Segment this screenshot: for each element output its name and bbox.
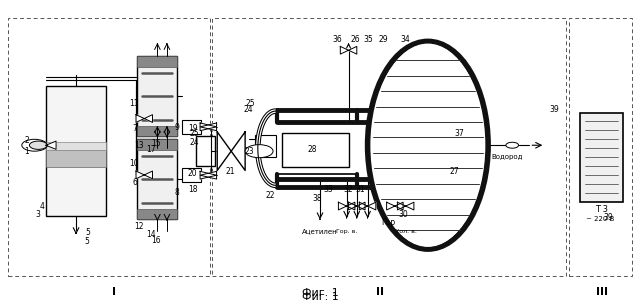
Bar bbox=[46, 150, 106, 167]
Text: 14: 14 bbox=[146, 230, 156, 239]
Text: Ацетилен: Ацетилен bbox=[302, 228, 338, 234]
Text: 2: 2 bbox=[24, 136, 29, 145]
Text: 19: 19 bbox=[188, 124, 198, 133]
Text: 27: 27 bbox=[450, 167, 460, 177]
Text: II: II bbox=[376, 287, 384, 297]
Text: III: III bbox=[596, 287, 609, 297]
Circle shape bbox=[245, 145, 273, 158]
Bar bbox=[182, 120, 201, 134]
Polygon shape bbox=[340, 46, 356, 54]
Text: 25: 25 bbox=[245, 99, 255, 108]
Text: 8: 8 bbox=[175, 188, 180, 197]
Text: 12: 12 bbox=[134, 222, 144, 231]
Text: 39: 39 bbox=[603, 214, 613, 222]
Text: Фиг. 1: Фиг. 1 bbox=[301, 288, 339, 298]
Text: 31: 31 bbox=[355, 185, 365, 194]
Circle shape bbox=[506, 142, 518, 148]
Text: 24: 24 bbox=[243, 105, 253, 114]
Text: Гор. в.: Гор. в. bbox=[336, 229, 357, 234]
Bar bbox=[46, 86, 106, 217]
Polygon shape bbox=[359, 202, 376, 210]
Text: 11: 11 bbox=[129, 99, 139, 108]
Text: 10: 10 bbox=[129, 159, 139, 167]
Text: 26: 26 bbox=[350, 35, 360, 44]
Polygon shape bbox=[46, 141, 56, 149]
Polygon shape bbox=[200, 171, 216, 179]
Bar bbox=[137, 56, 177, 136]
Bar bbox=[580, 113, 623, 202]
Bar bbox=[8, 18, 210, 276]
Text: 20: 20 bbox=[187, 169, 196, 178]
Polygon shape bbox=[387, 202, 403, 210]
Polygon shape bbox=[136, 171, 152, 179]
Bar bbox=[569, 18, 632, 276]
Text: 1: 1 bbox=[24, 147, 29, 156]
Polygon shape bbox=[339, 202, 355, 210]
Text: 30: 30 bbox=[399, 210, 408, 220]
Bar bbox=[278, 110, 356, 122]
Polygon shape bbox=[217, 132, 231, 170]
Text: 32: 32 bbox=[344, 185, 353, 194]
Text: 37: 37 bbox=[454, 129, 465, 138]
Text: 28: 28 bbox=[307, 145, 317, 154]
Ellipse shape bbox=[367, 41, 488, 249]
Text: 13: 13 bbox=[134, 141, 144, 150]
Polygon shape bbox=[397, 202, 414, 210]
Bar bbox=[137, 209, 177, 219]
Text: 18: 18 bbox=[188, 185, 198, 194]
Text: 7: 7 bbox=[132, 124, 137, 133]
Polygon shape bbox=[200, 123, 216, 131]
Text: I: I bbox=[112, 287, 116, 297]
Text: 5: 5 bbox=[85, 228, 90, 237]
Text: 22: 22 bbox=[266, 191, 275, 199]
Bar bbox=[182, 168, 201, 182]
Text: 6: 6 bbox=[132, 178, 137, 187]
Text: 23: 23 bbox=[244, 147, 253, 156]
Bar bbox=[278, 174, 356, 187]
Polygon shape bbox=[200, 123, 216, 131]
Text: 15: 15 bbox=[152, 139, 161, 148]
Polygon shape bbox=[349, 202, 365, 210]
Bar bbox=[137, 139, 177, 219]
Polygon shape bbox=[136, 115, 152, 122]
Text: 3: 3 bbox=[35, 210, 40, 220]
Text: 34: 34 bbox=[401, 35, 410, 44]
Text: Фиг. 1: Фиг. 1 bbox=[301, 292, 339, 302]
Text: Т 3: Т 3 bbox=[595, 205, 608, 213]
Text: 33: 33 bbox=[323, 185, 333, 194]
Text: 5: 5 bbox=[84, 237, 89, 246]
Text: 29: 29 bbox=[379, 35, 388, 44]
Bar bbox=[282, 133, 349, 167]
Bar bbox=[46, 142, 106, 150]
Text: 21: 21 bbox=[225, 167, 235, 177]
Circle shape bbox=[22, 139, 47, 151]
Text: Водород: Водород bbox=[492, 154, 523, 160]
Polygon shape bbox=[231, 132, 245, 170]
Bar bbox=[137, 126, 177, 136]
Text: 17: 17 bbox=[146, 145, 156, 154]
Text: 35: 35 bbox=[364, 35, 373, 44]
Bar bbox=[196, 136, 215, 166]
Text: Гор: Гор bbox=[381, 218, 396, 228]
Circle shape bbox=[29, 141, 47, 149]
Text: ~ 220 В: ~ 220 В bbox=[586, 217, 614, 222]
Text: 25: 25 bbox=[189, 129, 199, 138]
Text: Хол. в.: Хол. в. bbox=[395, 229, 417, 234]
Bar bbox=[137, 56, 177, 66]
Text: 4: 4 bbox=[40, 202, 45, 210]
Ellipse shape bbox=[371, 44, 484, 247]
Text: 36: 36 bbox=[332, 35, 342, 44]
Bar bbox=[212, 18, 566, 276]
Text: 38: 38 bbox=[312, 194, 322, 203]
Text: 9: 9 bbox=[175, 123, 180, 132]
Text: 16: 16 bbox=[152, 236, 161, 245]
Polygon shape bbox=[200, 171, 216, 179]
Bar bbox=[255, 135, 276, 157]
Text: 39: 39 bbox=[550, 105, 559, 114]
Bar bbox=[137, 139, 177, 150]
Text: 24: 24 bbox=[189, 138, 199, 147]
